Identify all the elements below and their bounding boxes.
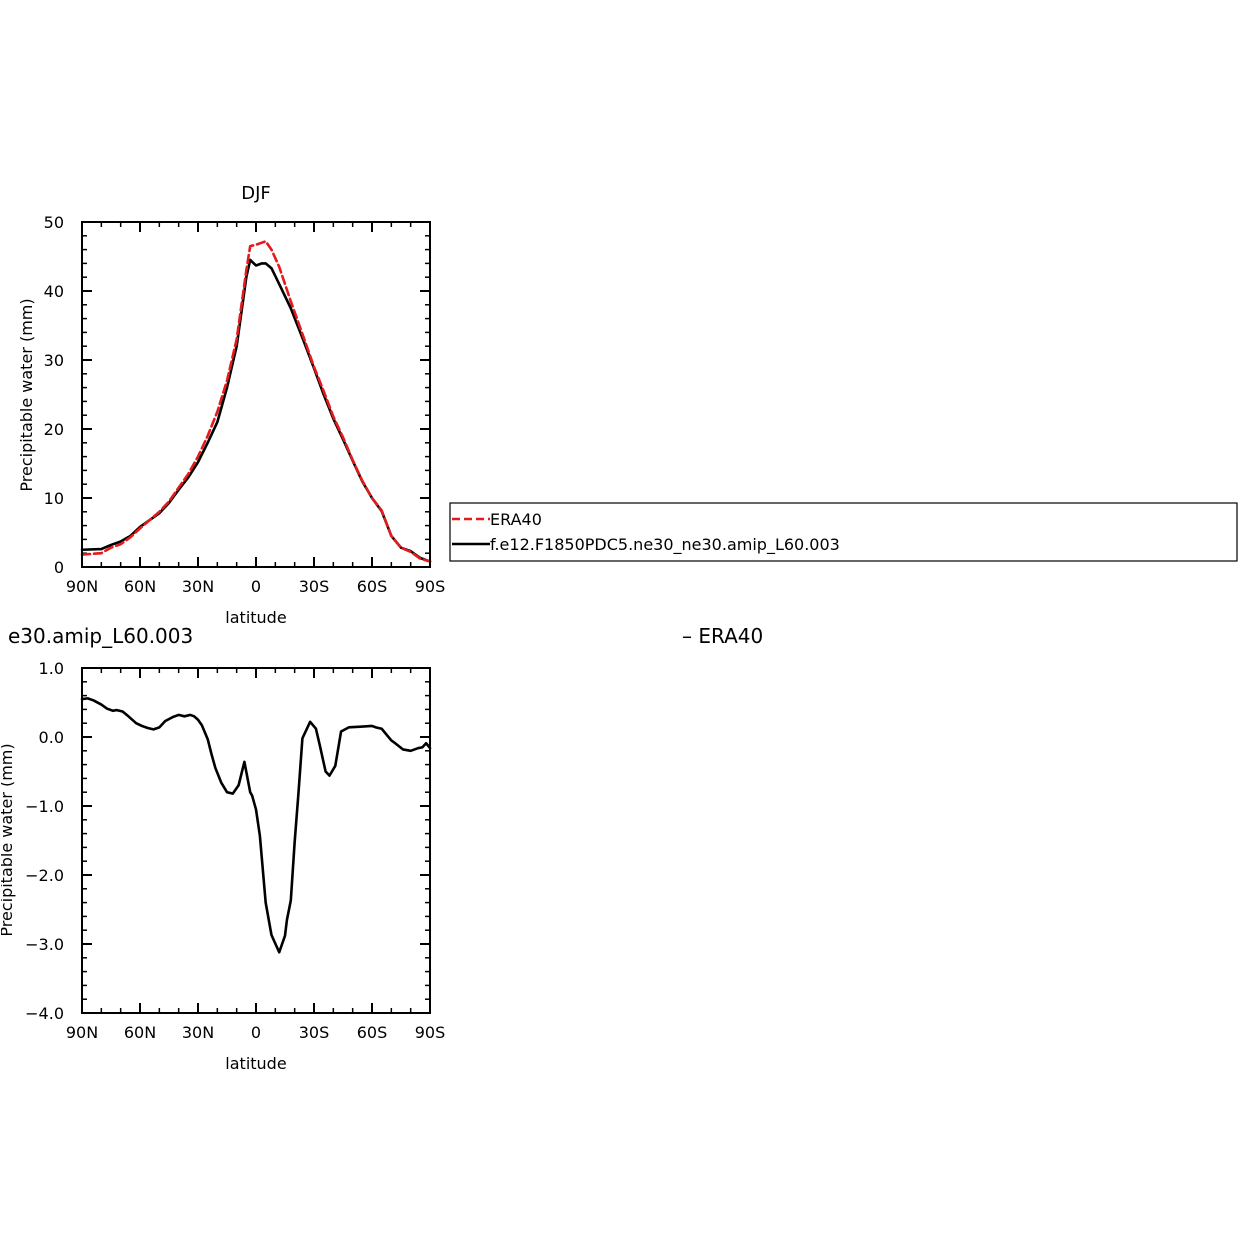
panel2-title-left: e30.amip_L60.003 [8,624,193,648]
panel2-title-right: – ERA40 [682,624,763,648]
panel2-ylabel: Precipitable water (mm) [0,743,16,936]
x-tick-label: 30N [182,577,214,596]
x-tick-label: 90S [415,1023,446,1042]
x-tick-label: 0 [251,1023,261,1042]
panel2-series [80,697,432,954]
x-tick-label: 30N [182,1023,214,1042]
y-tick-label: 0.0 [39,728,64,747]
y-tick-label: −3.0 [25,935,64,954]
panel2-frame [81,667,431,1014]
panel2-ticks: 90N 60N 30N 0 30S 60S 90S −4.0 −3.0 −2.0 −1.0 0.0 1.… [25,659,445,1042]
x-tick-label: 90N [66,1023,98,1042]
x-tick-label: 30S [299,577,330,596]
x-tick-label: 90S [415,577,446,596]
y-tick-label: 30 [44,351,64,370]
y-tick-label: 0 [54,558,64,577]
legend-box [449,502,1238,562]
panel1-ylabel: Precipitable water (mm) [17,298,36,491]
panel1-xlabel: latitude [225,608,286,627]
panel2-ylabel-crop-left [0,650,1,1050]
model-line [80,258,432,563]
x-tick-label: 90N [66,577,98,596]
difference-panel: e30.amip_L60.003 – ERA40 Precipitable wa… [0,624,763,1073]
x-tick-label: 60N [124,577,156,596]
x-tick-label: 60S [357,577,388,596]
djf-panel: DJF Precipitable water (mm) latitude 90N… [17,183,445,627]
y-tick-label: 50 [44,213,64,232]
panel2-xlabel: latitude [225,1054,286,1073]
panel1-frame [81,221,431,568]
panel1-series [80,240,432,563]
y-tick-label: 1.0 [39,659,64,678]
y-tick-label: −2.0 [25,866,64,885]
x-tick-label: 30S [299,1023,330,1042]
difference-line [80,697,432,954]
y-tick-label: 40 [44,282,64,301]
legend-era40-label: ERA40 [490,510,542,529]
x-tick-label: 60S [357,1023,388,1042]
x-tick-label: 60N [124,1023,156,1042]
legend-model-label: f.e12.F1850PDC5.ne30_ne30.amip_L60.003 [490,535,840,555]
y-tick-label: 20 [44,420,64,439]
legend: ERA40 f.e12.F1850PDC5.ne30_ne30.amip_L60… [449,502,1238,562]
y-tick-label: −1.0 [25,797,64,816]
x-tick-label: 0 [251,577,261,596]
y-tick-label: −4.0 [25,1004,64,1023]
panel1-title: DJF [241,183,271,204]
panel1-ticks: 90N 60N 30N 0 30S 60S 90S 0 10 20 30 40 50 [44,213,446,596]
era40-line [80,240,432,563]
y-tick-label: 10 [44,489,64,508]
